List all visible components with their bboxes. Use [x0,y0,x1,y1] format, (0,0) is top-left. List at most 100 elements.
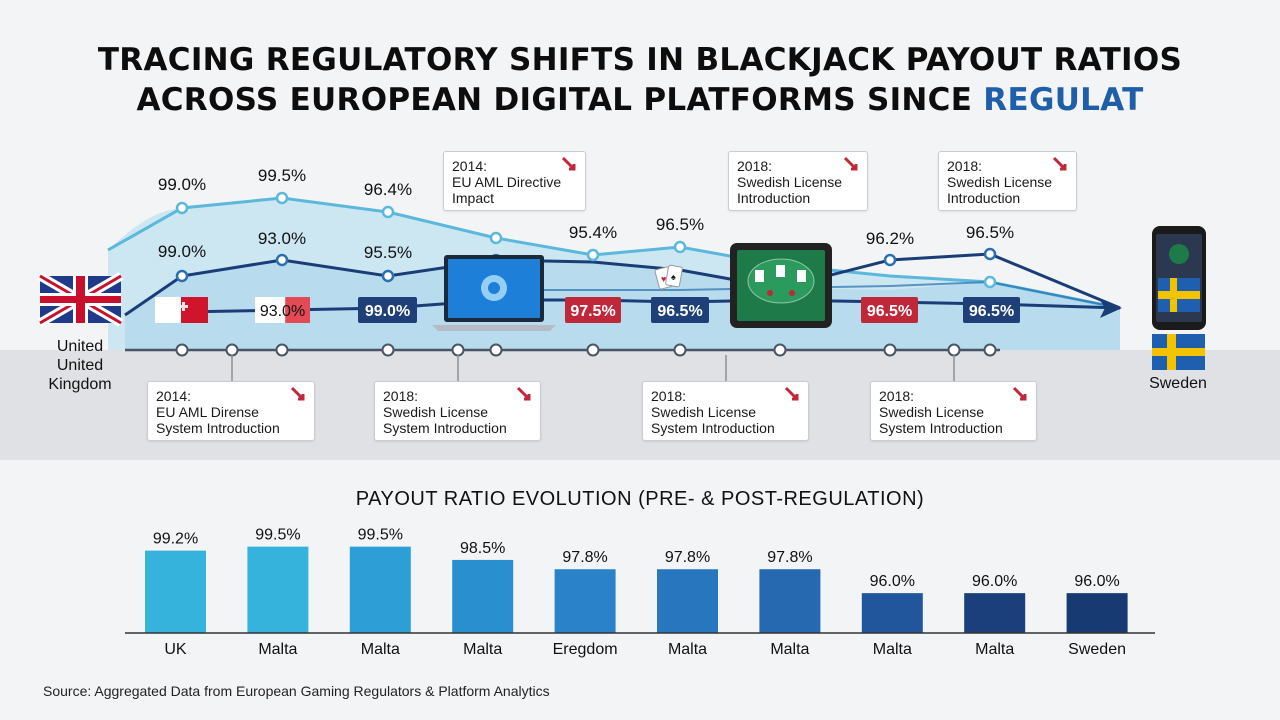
series-top-point [381,205,395,219]
series-mid-point [275,253,289,267]
series-top-point [983,275,997,289]
timeline-node [451,343,465,357]
bar-category-label: UK [164,641,187,658]
timeline-chart: 99.0% 99.5% 96.4% 95.4% 96.5% 99.0% 93.0% 95.5%… [0,166,1280,460]
badge-bg [358,297,417,323]
bar-value-label: 99.5% [358,527,403,544]
series-top-label: 96.5% [656,215,704,234]
sweden-flag-icon [1152,334,1205,370]
bar [349,546,411,633]
lower-callout: 2018: Swedish License System Introductio… [870,381,1037,441]
series-mid-label: 96.2% [866,229,914,248]
uk-flag-icon [37,272,124,327]
timeline-node [225,343,239,357]
badge-bg [963,297,1020,323]
timeline-node [883,343,897,357]
callout-line: Impact [452,190,495,206]
series-top-point [175,201,189,215]
bar [145,550,206,633]
value-badge: 93.0% [255,297,310,323]
badge-label: 93.0% [260,303,305,320]
title-line-2: ACROSS EUROPEAN DIGITAL PLATFORMS SINCE … [0,80,1280,120]
timeline-area-2 [125,260,1120,350]
badge-label: 96.5% [969,303,1014,320]
callout-line: Swedish License [383,404,489,420]
bar-value-label: 97.8% [562,549,607,566]
value-badge: 96.5% [651,297,709,323]
timeline-node [489,343,503,357]
series-top-point [489,231,503,245]
value-badge: 96.5% [963,297,1020,323]
callout-line: EU AML Directive [452,174,562,190]
bar-category-label: Malta [463,641,502,658]
bar-category-label: Malta [258,641,297,658]
callout-line: System Introduction [156,420,280,436]
series-top-point [275,191,289,205]
start-label-line: United [56,338,104,355]
badge-bg [861,297,918,323]
lower-callout: 2018: Swedish License System Introductio… [642,381,809,441]
badge-label: 97.5% [570,303,615,320]
bar [861,593,923,633]
callout-line: 2018: [947,158,983,174]
end-country-label: Sweden [1149,375,1207,392]
trend-down-arrow-icon [784,386,799,401]
callout-line: 2014: [156,388,192,404]
bar-category-label: Malta [668,641,707,658]
series-mid-label: 96.5% [966,223,1014,242]
timeline-node [673,343,687,357]
callout-line: System Introduction [383,420,507,436]
bar [452,559,514,633]
series-top-label: 99.5% [258,166,306,185]
timeline-node [773,343,787,357]
bar-category-label: Malta [975,641,1014,658]
trend-down-arrow-icon [561,156,576,171]
bar-value-label: 96.0% [870,573,915,590]
bar-category-label: Malta [361,641,400,658]
title-line-2-text: ACROSS EUROPEAN DIGITAL PLATFORMS SINCE [136,82,973,118]
bar-value-label: 96.0% [972,573,1017,590]
bar [554,569,616,633]
lower-callout: 2014: EU AML Dirense System Introduction [147,381,315,441]
tablet-icon [730,243,832,328]
callout-line: Swedish License [651,404,757,420]
callout-line: 2018: [651,388,687,404]
bar [759,569,821,633]
page-title: TRACING REGULATORY SHIFTS IN BLACKJACK P… [0,40,1280,120]
callout-line: 2018: [879,388,915,404]
callout-line: Swedish License [947,174,1053,190]
value-badge: 99.0% [358,297,417,323]
source-note: Source: Aggregated Data from European Ga… [43,683,550,699]
series-line-mid [124,252,1121,317]
timeline-node [983,343,997,357]
bar [964,593,1026,633]
badge-bg [255,297,286,323]
series-mid-point [381,269,395,283]
svg-text:♥: ♥ [661,274,666,284]
bar-value-label: 96.0% [1074,573,1119,590]
bar-value-label: 97.8% [665,549,710,566]
series-top-label: 96.4% [364,180,412,199]
laptop-icon [432,255,556,331]
upper-callout: 2014: EU AML Directive Impact [443,151,586,211]
upper-callout: 2018: Swedish License Introduction [938,151,1077,211]
series-mid-label: 99.0% [158,242,206,261]
badge-bg [651,297,709,323]
title-line-1: TRACING REGULATORY SHIFTS IN BLACKJACK P… [97,42,1183,78]
bar-value-label: 98.5% [460,540,505,557]
trend-down-arrow-icon [290,386,305,401]
callout-line: Swedish License [879,404,985,420]
badge-label: 96.5% [657,303,702,320]
bar-value-label: 99.5% [255,527,300,544]
bar-value-label: 99.2% [153,531,198,548]
callout-line: System Introduction [879,420,1003,436]
lower-callout: 2018: Swedish License System Introductio… [374,381,541,441]
badge-label: 99.0% [365,303,410,320]
trend-down-arrow-icon [1012,386,1027,401]
callout-line: 2018: [383,388,419,404]
trend-down-arrow-icon [843,156,858,171]
series-mid-label: 93.0% [258,229,306,248]
series-top-point [673,240,687,254]
start-label-line: Kingdom [48,376,112,393]
bar-category-label: Sweden [1068,641,1126,658]
